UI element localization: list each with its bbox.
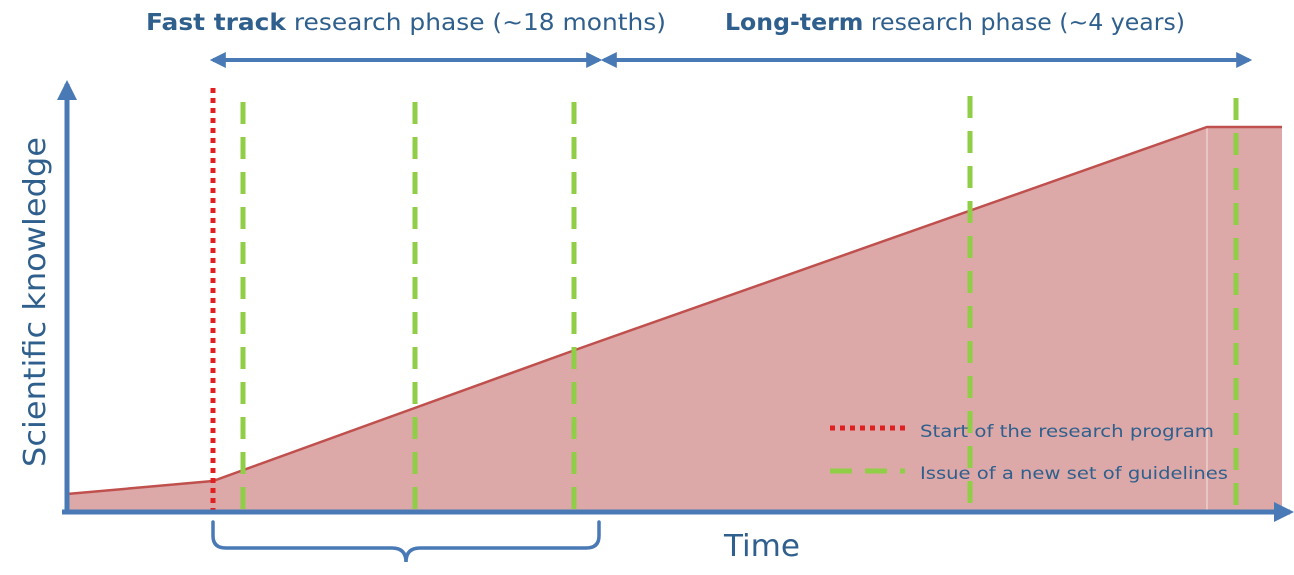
fast-track-phase-title: Fast track research phase (~18 months) xyxy=(146,10,666,36)
fast-track-bold-text: Fast track xyxy=(146,10,287,36)
x-axis-label: Time xyxy=(723,529,800,564)
legend-guidelines-label: Issue of a new set of guidelines xyxy=(920,464,1228,484)
y-axis-label: Scientific knowledge xyxy=(18,137,53,467)
fast-track-rest-text: research phase (~18 months) xyxy=(286,10,666,36)
long-term-bold-text: Long-term xyxy=(725,10,863,36)
long-term-phase-title: Long-term research phase (~4 years) xyxy=(725,10,1185,36)
fast-track-brace xyxy=(211,520,601,563)
knowledge-area xyxy=(67,127,1282,512)
legend-start-label: Start of the research program xyxy=(920,422,1214,442)
long-term-rest-text: research phase (~4 years) xyxy=(863,10,1185,36)
legend: Start of the research program Issue of a… xyxy=(830,422,1228,484)
